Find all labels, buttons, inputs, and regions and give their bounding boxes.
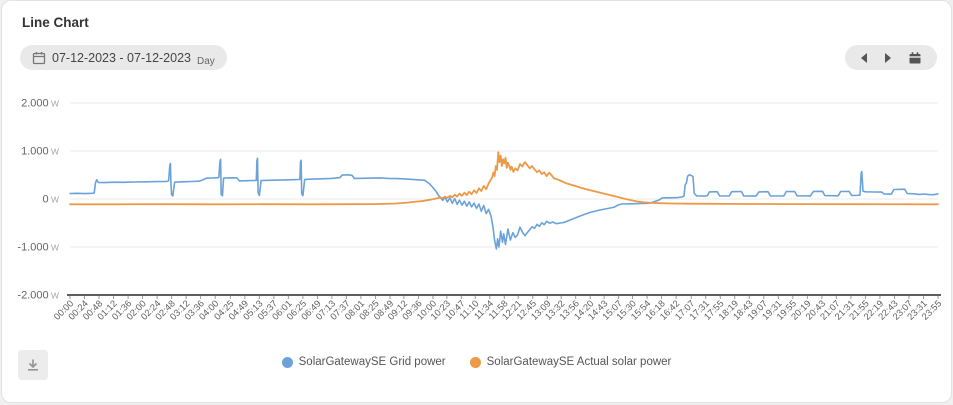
download-button[interactable]	[18, 350, 48, 380]
y-axis-label: 0 W	[42, 194, 59, 206]
series-line-grid-power	[69, 157, 939, 250]
download-icon	[25, 357, 41, 373]
next-day-button[interactable]	[877, 45, 899, 70]
y-axis-label: 2.000 W	[21, 98, 59, 110]
y-axis-label: 1.000 W	[21, 146, 59, 158]
date-nav	[845, 45, 937, 70]
date-mode-label: Day	[197, 56, 215, 67]
calendar-picker-button[interactable]	[901, 45, 929, 70]
chevron-right-icon	[884, 52, 892, 63]
calendar-icon	[908, 51, 922, 65]
y-axis-label: -2.000 W	[17, 290, 59, 302]
legend-dot	[281, 356, 293, 368]
legend-label: SolarGatewaySE Actual solar power	[486, 356, 672, 368]
chevron-left-icon	[860, 52, 868, 63]
date-range-label: 07-12-2023 - 07-12-2023	[52, 50, 191, 65]
legend-item-solar-power[interactable]: SolarGatewaySE Actual solar power	[469, 356, 672, 368]
date-range-picker[interactable]: 07-12-2023 - 07-12-2023 Day	[20, 45, 227, 70]
legend-label: SolarGatewaySE Grid power	[298, 356, 446, 368]
prev-day-button[interactable]	[853, 45, 875, 70]
y-axis-label: -1.000 W	[17, 242, 59, 254]
legend-dot	[469, 356, 481, 368]
legend-item-grid-power[interactable]: SolarGatewaySE Grid power	[281, 356, 446, 368]
chart-legend: SolarGatewaySE Grid power SolarGatewaySE …	[2, 356, 951, 368]
page-title: Line Chart	[22, 15, 89, 30]
calendar-icon	[32, 51, 46, 65]
series-line-solar-power	[69, 151, 939, 206]
